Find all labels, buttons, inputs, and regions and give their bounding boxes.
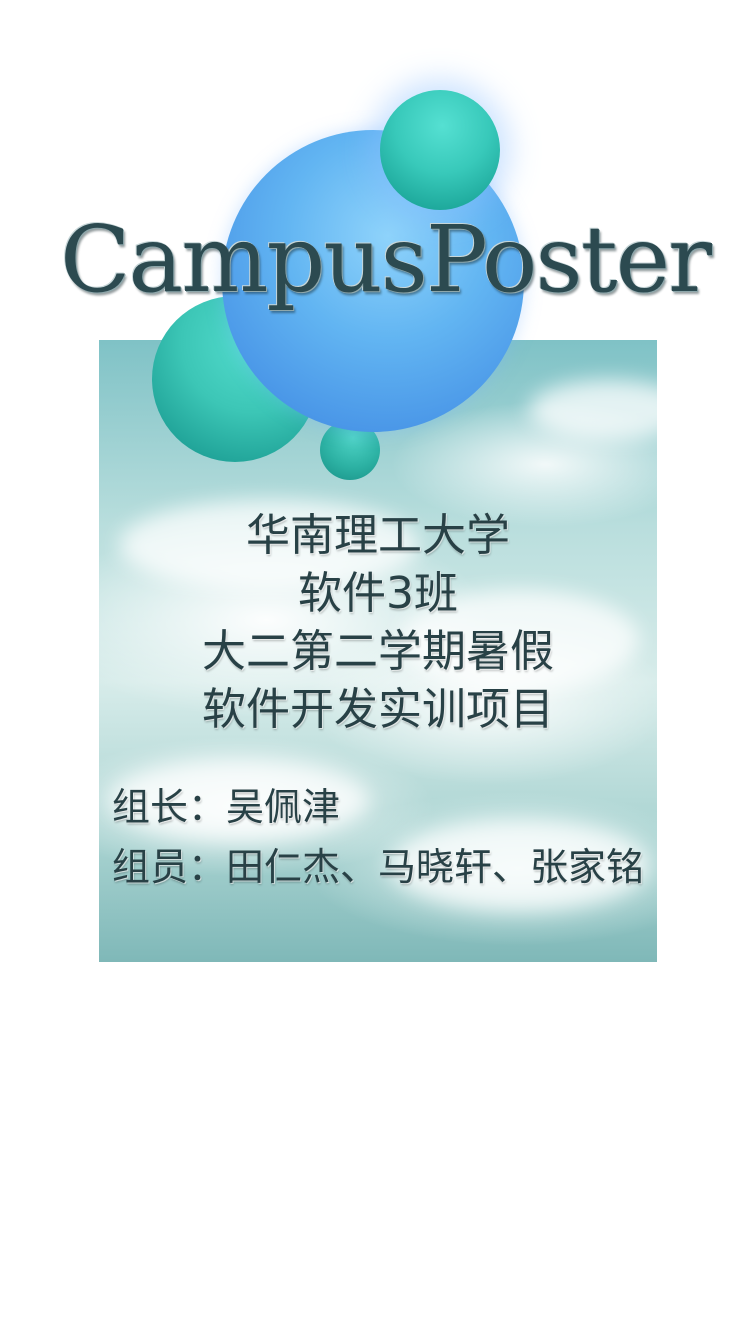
semester-info: 大二第二学期暑假 xyxy=(202,626,554,677)
app-logo: CampusPoster xyxy=(60,206,712,313)
cloud-decoration xyxy=(389,820,649,910)
cloud-decoration xyxy=(529,380,657,440)
project-title: 软件开发实训项目 xyxy=(202,684,554,735)
team-leader: 组长：吴佩津 xyxy=(112,785,341,829)
teal-bubble-top xyxy=(380,90,500,210)
poster-title-block: 华南理工大学 软件3班 大二第二学期暑假 软件开发实训项目 xyxy=(99,508,657,740)
cloud-decoration xyxy=(119,500,419,590)
cloud-decoration xyxy=(109,760,369,840)
class-name: 软件3班 xyxy=(298,568,458,619)
team-members: 组员：田仁杰、马晓轩、张家铭 xyxy=(112,845,645,889)
cloud-decoration xyxy=(399,590,639,690)
university-name: 华南理工大学 xyxy=(246,510,510,561)
